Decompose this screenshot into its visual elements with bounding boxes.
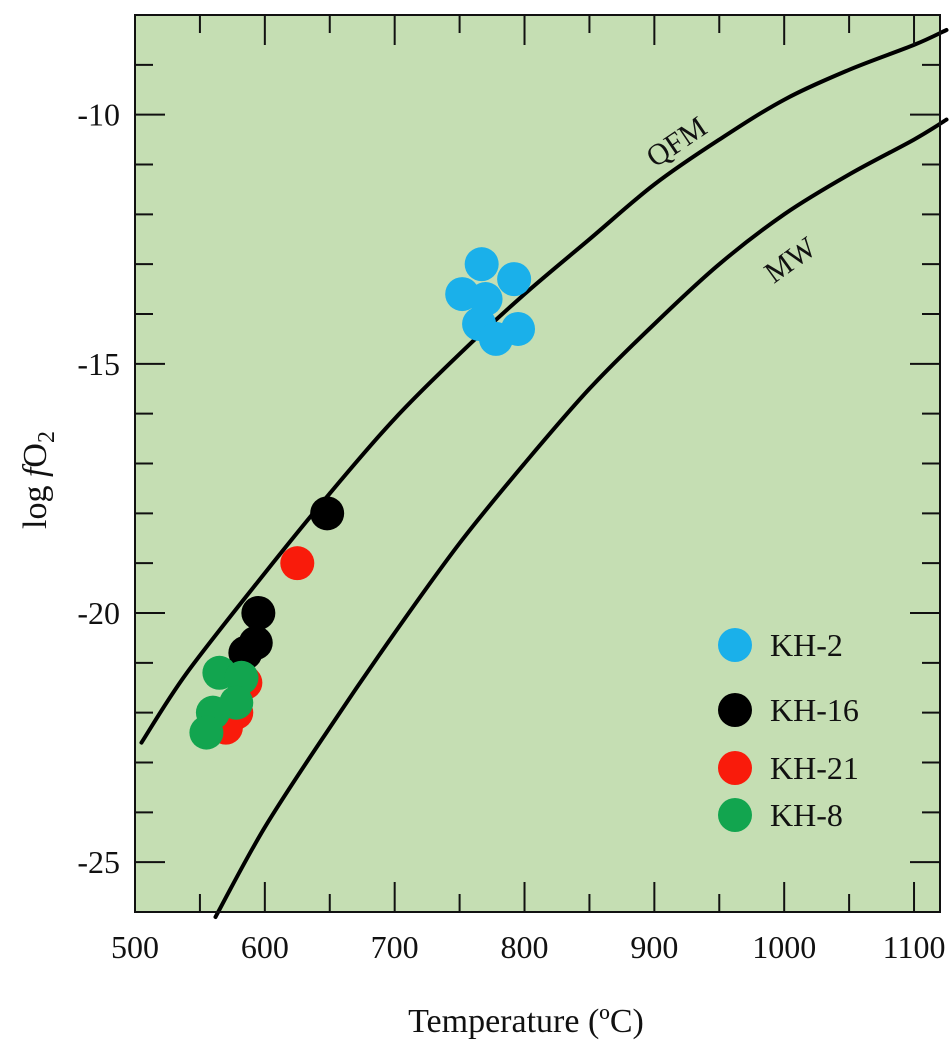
x-tick-label: 1000 xyxy=(752,929,816,965)
legend-label-kh-2: KH-2 xyxy=(770,627,843,663)
legend-label-kh-16: KH-16 xyxy=(770,692,859,728)
y-tick-label: -15 xyxy=(77,346,120,382)
x-tick-label: 600 xyxy=(241,929,289,965)
x-tick-label: 800 xyxy=(501,929,549,965)
x-tick-label: 1100 xyxy=(883,929,946,965)
point-kh-8 xyxy=(189,716,223,750)
y-axis-title: log fO2 xyxy=(17,431,60,529)
y-tick-label: -20 xyxy=(77,595,120,631)
legend-label-kh-21: KH-21 xyxy=(770,750,859,786)
point-kh-2 xyxy=(465,247,499,281)
legend-marker-kh-8 xyxy=(718,798,752,832)
point-kh-16 xyxy=(241,596,275,630)
x-tick-label: 900 xyxy=(630,929,678,965)
x-axis-title: Temperature (ºC) xyxy=(408,1003,644,1040)
y-axis-title-main: log xyxy=(17,477,54,529)
point-kh-16 xyxy=(310,496,344,530)
legend-marker-kh-2 xyxy=(718,628,752,662)
legend-marker-kh-21 xyxy=(718,751,752,785)
point-kh-2 xyxy=(479,322,513,356)
y-tick-label: -10 xyxy=(77,97,120,133)
x-tick-label: 700 xyxy=(371,929,419,965)
point-kh-2 xyxy=(497,262,531,296)
legend-label-kh-8: KH-8 xyxy=(770,797,843,833)
y-axis-title-species: O xyxy=(17,443,54,468)
y-tick-label: -25 xyxy=(77,844,120,880)
legend-marker-kh-16 xyxy=(718,693,752,727)
x-tick-label: 500 xyxy=(111,929,159,965)
point-kh-21 xyxy=(280,546,314,580)
y-axis-title-subscript: 2 xyxy=(34,431,60,443)
